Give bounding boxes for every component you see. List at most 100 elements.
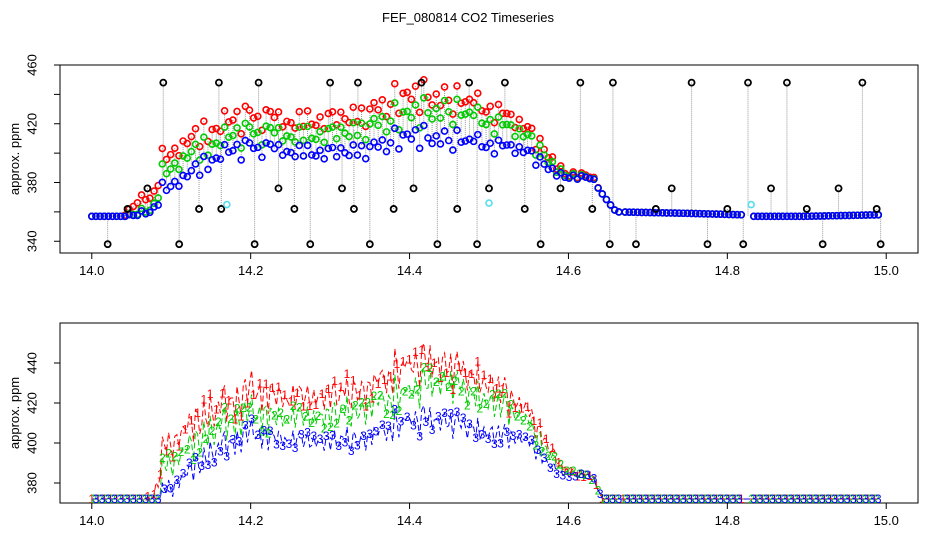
series-1-point — [444, 96, 453, 105]
series-1-point — [183, 139, 192, 148]
series-2-label-point: 2 — [659, 492, 666, 506]
sparse-point — [159, 78, 168, 87]
series-1-point — [469, 98, 478, 107]
series-2-label-point: 2 — [147, 492, 154, 506]
series-3-label-point: 3 — [510, 429, 517, 443]
sparse-point — [609, 78, 617, 87]
series-1-point — [175, 151, 183, 160]
series-3-label-point: 3 — [317, 432, 324, 446]
series-2-label-point: 2 — [408, 388, 415, 402]
series-3-label-point: 3 — [661, 492, 668, 506]
series-1-point — [349, 103, 358, 112]
series-1-point — [220, 106, 229, 115]
series-3-point — [791, 212, 800, 221]
series-1-label-point: 1 — [431, 356, 438, 370]
series-2-point — [175, 165, 183, 174]
series-3-point — [357, 141, 366, 150]
series-1-point — [266, 107, 275, 116]
series-3-label-point: 3 — [472, 431, 479, 445]
series-3-point — [507, 141, 515, 149]
series-3-point — [679, 209, 688, 218]
series-2-point — [216, 141, 225, 150]
series-3-label-point: 3 — [763, 492, 770, 506]
series-3-point — [100, 212, 109, 221]
series-3-label-point: 3 — [217, 444, 224, 458]
series-1-point — [482, 108, 490, 116]
series-2-point — [187, 147, 196, 156]
series-1-point — [473, 89, 482, 98]
series-3-point — [650, 208, 658, 217]
series-3-label-point: 3 — [636, 492, 643, 506]
series-3-label-point: 3 — [800, 492, 807, 506]
series-2-label-point: 2 — [315, 409, 322, 423]
series-2-point — [316, 127, 324, 136]
series-3-point — [166, 182, 175, 191]
series-1-label-point: 1 — [784, 492, 791, 506]
series-2-label-point: 2 — [358, 395, 365, 409]
series-2-label-point: 2 — [277, 406, 284, 420]
series-2-point — [444, 108, 453, 116]
series-2-label-point: 2 — [622, 492, 629, 506]
series-2-label-point: 2 — [377, 389, 384, 403]
series-3-label-point: 3 — [161, 482, 168, 496]
series-1-label-point: 1 — [568, 464, 575, 478]
series-3-point — [195, 171, 204, 180]
series-2-label-point: 2 — [178, 445, 185, 459]
series-2-point — [349, 118, 358, 127]
series-2-label-point: 2 — [209, 424, 216, 438]
series-3-point — [866, 211, 874, 219]
series-1-label-point: 1 — [269, 381, 276, 395]
series-1-label-point: 1 — [562, 464, 569, 478]
series-1-point — [370, 98, 378, 107]
series-3-label-point: 3 — [535, 443, 542, 457]
series-3-point — [482, 143, 490, 152]
series-1-label-point: 1 — [530, 414, 537, 428]
series-1-label-point: 1 — [194, 406, 201, 420]
series-2-point — [449, 120, 457, 129]
series-3-point — [625, 208, 634, 216]
series-2-label-point: 2 — [396, 404, 403, 418]
series-3-point — [262, 139, 270, 147]
series-3-point — [503, 141, 511, 149]
series-2-point — [287, 133, 295, 141]
series-1-label-point: 1 — [412, 345, 419, 359]
series-1-point — [457, 99, 465, 108]
series-3-point — [816, 212, 824, 220]
series-3-label-point: 3 — [838, 492, 845, 506]
series-3-point — [353, 151, 362, 159]
sparse-point — [588, 205, 597, 213]
sparse-point — [365, 240, 374, 249]
sparse-point — [767, 184, 775, 193]
series-3-point — [586, 174, 594, 183]
series-2-label-point: 2 — [755, 492, 762, 506]
x-tick-label: 14.8 — [715, 263, 740, 278]
series-3-point — [770, 212, 779, 221]
series-1-label-point: 1 — [493, 382, 500, 396]
series-2-point — [166, 165, 175, 173]
series-1-label-point: 1 — [319, 387, 326, 401]
series-3-label-point: 3 — [329, 428, 336, 442]
series-3-label-point: 3 — [174, 473, 181, 487]
series-1-label-point: 1 — [707, 492, 714, 506]
series-1-label-point: 1 — [200, 393, 207, 407]
series-3-label-point: 3 — [597, 487, 604, 501]
series-3-point — [378, 136, 387, 144]
series-1-label-point: 1 — [369, 392, 376, 406]
series-2-label-point: 2 — [811, 492, 818, 506]
sparse-point — [465, 78, 474, 87]
series-2-label-point: 2 — [184, 443, 191, 457]
top-y-axis-label: approx. ppm — [7, 123, 22, 195]
series-3-label-point: 3 — [479, 427, 486, 441]
series-3-point — [366, 142, 374, 151]
series-2-label-point: 2 — [734, 492, 741, 506]
series-2-label-point: 2 — [873, 492, 880, 506]
series-2-point — [382, 128, 391, 136]
series-2-point — [523, 130, 532, 139]
series-1-point — [378, 96, 387, 104]
series-2-label-point: 2 — [665, 492, 672, 506]
series-2-point — [386, 117, 395, 125]
series-3-label-point: 3 — [680, 492, 687, 506]
series-2-label-point: 2 — [346, 413, 353, 427]
series-3-point — [737, 210, 746, 219]
series-1-point — [411, 82, 420, 90]
